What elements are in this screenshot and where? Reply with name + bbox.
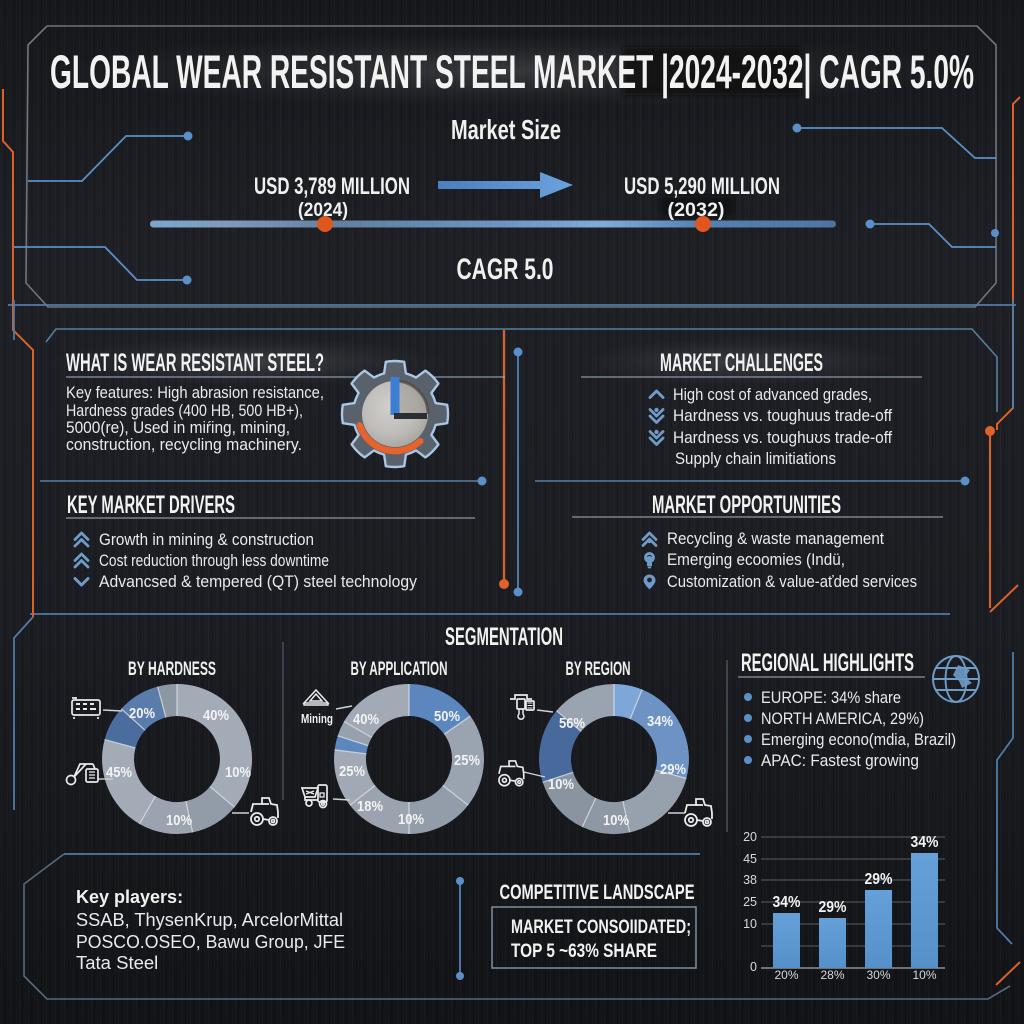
svg-text:50%: 50% xyxy=(434,708,460,725)
svg-text:18%: 18% xyxy=(357,798,383,815)
svg-text:Hardness grades (400 HB, 500 H: Hardness grades (400 HB, 500 HB+), xyxy=(66,402,303,420)
svg-text:10%: 10% xyxy=(225,764,251,781)
svg-text:WHAT IS WEAR RESISTANT STEEL?: WHAT IS WEAR RESISTANT STEEL? xyxy=(66,349,324,377)
svg-text:Mining: Mining xyxy=(301,712,333,726)
svg-text:USD 5,290 MILLION: USD 5,290 MILLION xyxy=(624,173,780,200)
svg-text:Advancsed & tempered (QT) stee: Advancsed & tempered (QT) steel technolo… xyxy=(99,573,418,591)
svg-text:29%: 29% xyxy=(819,899,847,916)
svg-text:10: 10 xyxy=(743,917,757,931)
svg-text:20%: 20% xyxy=(774,968,798,982)
svg-text:10%: 10% xyxy=(548,776,574,793)
svg-text:29%: 29% xyxy=(865,871,893,888)
svg-text:56%: 56% xyxy=(559,715,585,732)
svg-text:40%: 40% xyxy=(353,711,379,728)
svg-text:29%: 29% xyxy=(660,761,686,778)
svg-text:Emerging ecoomies (Indü,: Emerging ecoomies (Indü, xyxy=(667,551,845,569)
svg-text:Cost reduction through less do: Cost reduction through less downtime xyxy=(99,552,329,570)
svg-text:MARKET CHALLENGES: MARKET CHALLENGES xyxy=(660,349,823,377)
svg-text:10%: 10% xyxy=(603,812,629,829)
svg-text:10%: 10% xyxy=(912,968,936,982)
svg-text:38: 38 xyxy=(743,873,757,887)
svg-text:BY APPLICATION: BY APPLICATION xyxy=(351,659,448,680)
svg-text:Hardness vs. toughuus trade-of: Hardness vs. toughuus trade-off xyxy=(673,407,892,425)
svg-text:EUROPE: 34% share: EUROPE: 34% share xyxy=(761,689,901,707)
svg-text:0: 0 xyxy=(750,960,757,974)
svg-text:SEGMENTATION: SEGMENTATION xyxy=(445,623,563,651)
svg-text:Customization & value-aťded se: Customization & value-aťded services xyxy=(667,573,917,591)
svg-text:GLOBAL WEAR RESISTANT STEEL MA: GLOBAL WEAR RESISTANT STEEL MARKET |2024… xyxy=(50,45,974,98)
svg-text:(2032): (2032) xyxy=(668,200,725,221)
svg-text:45: 45 xyxy=(743,852,757,866)
svg-text:10%: 10% xyxy=(166,812,192,829)
svg-text:34%: 34% xyxy=(911,834,939,851)
svg-text:Tata Steel: Tata Steel xyxy=(76,952,158,973)
svg-text:SSAB, ThysenKrup, ArcelorMitta: SSAB, ThysenKrup, ArcelorMittal xyxy=(76,909,343,930)
svg-text:Growth in mining & constructio: Growth in mining & construction xyxy=(99,531,314,549)
svg-text:Key players:: Key players: xyxy=(76,887,183,907)
svg-text:Recycling & waste management: Recycling & waste management xyxy=(667,530,884,548)
svg-text:34%: 34% xyxy=(647,713,673,730)
svg-text:Supply chain limitiations: Supply chain limitiations xyxy=(675,450,836,468)
svg-text:20%: 20% xyxy=(129,705,155,722)
svg-text:REGIONAL HIGHLIGHTS: REGIONAL HIGHLIGHTS xyxy=(741,649,914,677)
svg-text:25%: 25% xyxy=(339,763,365,780)
svg-text:Hardness vs. toughuʊs trade-of: Hardness vs. toughuʊs trade-off xyxy=(673,429,892,447)
svg-text:MARKET OPPORTUNITIES: MARKET OPPORTUNITIES xyxy=(652,491,841,519)
svg-text:10%: 10% xyxy=(398,811,424,828)
svg-text:KEY MARKET DRIVERS: KEY MARKET DRIVERS xyxy=(67,491,235,519)
svg-text:CAGR 5.0: CAGR 5.0 xyxy=(457,253,554,286)
svg-text:Emerging econo(mdia, Brazil): Emerging econo(mdia, Brazil) xyxy=(761,731,956,749)
svg-text:APAC: Fastest growing: APAC: Fastest growing xyxy=(761,752,919,770)
svg-text:POSCO.OSEO, Bawu Group, JFE: POSCO.OSEO, Bawu Group, JFE xyxy=(76,931,345,952)
svg-text:BY HARDNESS: BY HARDNESS xyxy=(128,659,216,680)
svg-text:34%: 34% xyxy=(773,894,801,911)
svg-text:30%: 30% xyxy=(866,968,890,982)
svg-text:25: 25 xyxy=(743,895,757,909)
svg-text:25%: 25% xyxy=(454,752,480,769)
svg-text:Market Size: Market Size xyxy=(451,114,561,145)
svg-text:construction, recycling machin: construction, recycling machinery. xyxy=(66,436,302,454)
svg-text:(2024): (2024) xyxy=(298,200,348,221)
svg-text:28%: 28% xyxy=(820,968,844,982)
svg-text:High cost of advanced grades,: High cost of advanced grades, xyxy=(673,386,872,404)
svg-text:USD 3,789 MILLION: USD 3,789 MILLION xyxy=(254,173,410,200)
svg-text:40%: 40% xyxy=(203,707,229,724)
svg-text:BY REGION: BY REGION xyxy=(566,659,631,680)
svg-text:MARKET CONSOІІDATED;: MARKET CONSOІІDATED; xyxy=(511,917,691,938)
svg-text:COMPETITIVE LANDSCAPE: COMPETITIVE LANDSCAPE xyxy=(500,881,695,904)
svg-text:NORTH AMERICA, 29%): NORTH AMERICA, 29%) xyxy=(761,710,924,728)
svg-text:5000(re), Used in miŕing, mini: 5000(re), Used in miŕing, mining, xyxy=(66,419,290,437)
svg-text:Key features: High abrasion re: Key features: High abrasion resistance, xyxy=(66,384,324,402)
svg-text:TOP 5 ~63% SHARE: TOP 5 ~63% SHARE xyxy=(511,941,657,962)
svg-text:45%: 45% xyxy=(106,764,132,781)
svg-text:20: 20 xyxy=(743,830,757,844)
